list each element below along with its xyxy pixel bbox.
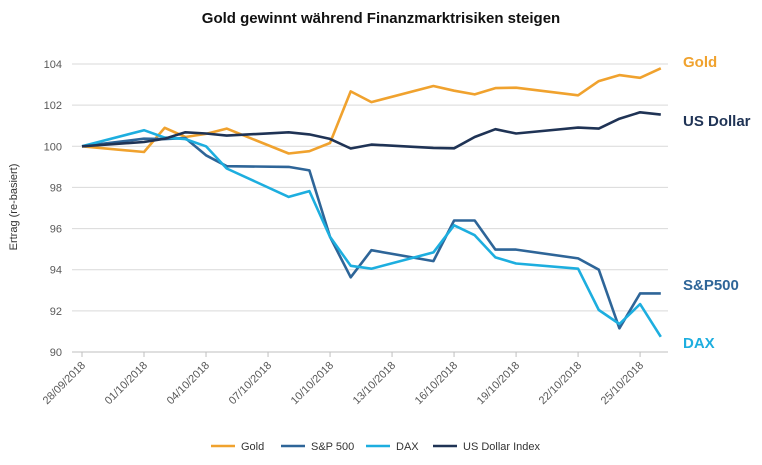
y-tick-label: 96: [50, 224, 62, 236]
series-line-dax: [81, 128, 662, 338]
x-tick-label: 07/10/2018: [227, 360, 274, 407]
end-label: Gold: [683, 54, 717, 71]
x-tick-label: 16/10/2018: [413, 360, 460, 407]
end-label: S&P500: [683, 277, 739, 294]
end-label: DAX: [683, 335, 715, 352]
y-tick-label: 92: [50, 306, 62, 318]
legend: Gold S&P 500 DAX US Dollar Index: [211, 441, 541, 453]
y-tick-labels: 90 92 94 96 98 100 102 104: [44, 59, 62, 359]
x-tick-label: 19/10/2018: [475, 360, 522, 407]
legend-label: Gold: [241, 441, 264, 453]
series-end-labels: Gold S&P500 DAX US Dollar: [683, 54, 751, 352]
x-tick-label: 04/10/2018: [165, 360, 212, 407]
legend-label: DAX: [396, 441, 419, 453]
y-tick-label: 104: [44, 59, 62, 71]
legend-label: US Dollar Index: [463, 441, 541, 453]
series-line-s-p-500: [81, 136, 661, 330]
x-tick-label: 22/10/2018: [537, 360, 584, 407]
y-tick-label: 90: [50, 347, 62, 359]
x-tick-labels: 28/09/2018 01/10/2018 04/10/2018 07/10/2018…: [41, 360, 647, 407]
y-tick-label: 98: [50, 182, 62, 194]
series-lines: [81, 67, 662, 338]
x-tick-label: 25/10/2018: [599, 360, 646, 407]
legend-item: DAX: [366, 441, 419, 453]
chart-title: Gold gewinnt während Finanzmarktrisiken …: [202, 10, 560, 27]
legend-label: S&P 500: [311, 441, 354, 453]
series-line-us-dollar-index: [81, 111, 661, 150]
end-label: US Dollar: [683, 113, 751, 130]
x-tick-label: 10/10/2018: [289, 360, 336, 407]
legend-item: Gold: [211, 441, 264, 453]
legend-item: US Dollar Index: [433, 441, 541, 453]
y-tick-label: 102: [44, 100, 62, 112]
series-line-gold: [81, 67, 662, 155]
legend-item: S&P 500: [281, 441, 354, 453]
y-tick-label: 94: [50, 265, 62, 277]
x-tick-label: 28/09/2018: [41, 360, 88, 407]
x-tick-label: 13/10/2018: [351, 360, 398, 407]
y-tick-label: 100: [44, 141, 62, 153]
x-tick-label: 01/10/2018: [103, 360, 150, 407]
y-axis-label: Ertrag (re-basiert): [8, 164, 20, 251]
gridlines: [72, 63, 668, 357]
